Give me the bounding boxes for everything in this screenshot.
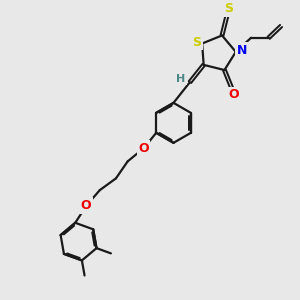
Text: S: S: [224, 2, 233, 15]
Text: O: O: [228, 88, 238, 101]
Text: S: S: [192, 35, 201, 49]
Text: H: H: [176, 74, 186, 84]
Text: O: O: [138, 142, 149, 154]
Text: N: N: [236, 44, 247, 57]
Text: O: O: [81, 199, 91, 212]
